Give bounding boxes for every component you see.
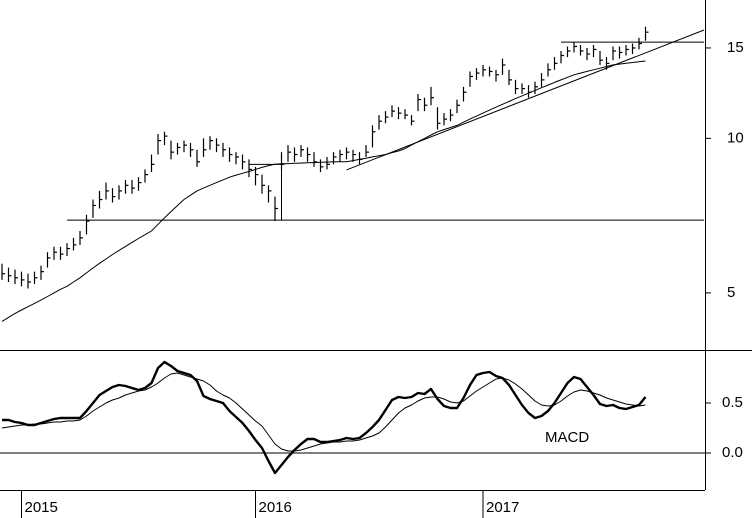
y-tick-label: 15 [727,39,744,56]
y-tick-label: 10 [727,129,744,146]
y-tick-label: 0.5 [722,394,743,411]
macd-label: MACD [545,429,589,446]
x-tick-label: 2016 [259,499,292,516]
y-tick-label: 0.0 [722,444,743,461]
x-tick-label: 2015 [25,499,58,516]
x-tick-label: 2017 [486,499,519,516]
macd-line [2,360,647,475]
y-tick-label: 5 [727,284,735,301]
signal-line [1,372,646,452]
trend-line [346,29,705,171]
moving-average [1,60,646,322]
